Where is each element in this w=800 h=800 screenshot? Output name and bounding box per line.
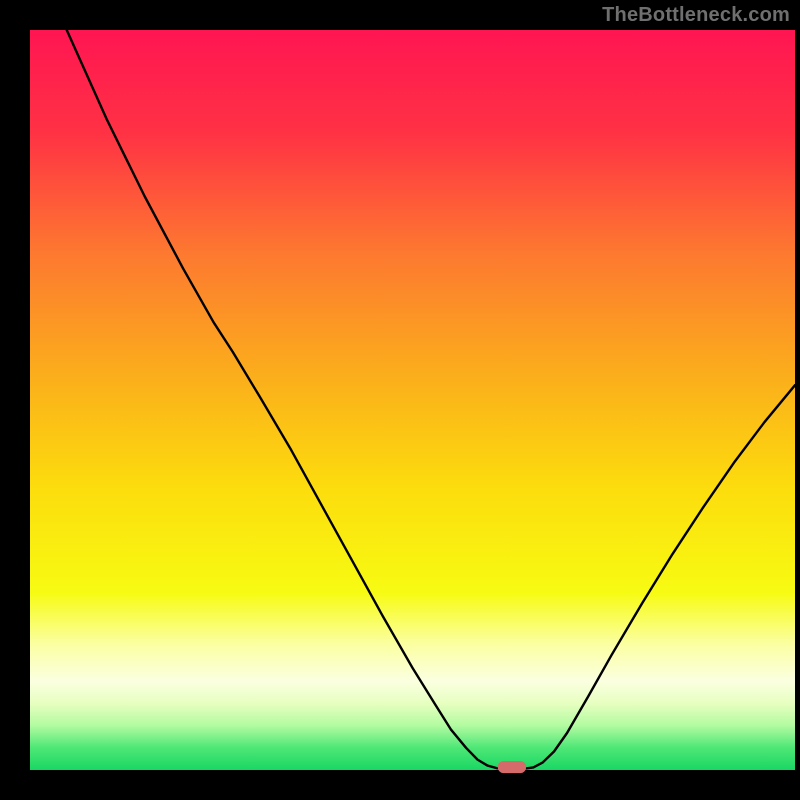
bottleneck-chart: TheBottleneck.com [0,0,800,800]
bottleneck-curve [67,30,795,769]
watermark-text: TheBottleneck.com [602,4,790,27]
optimal-marker [498,761,526,772]
curve-layer [0,0,800,800]
